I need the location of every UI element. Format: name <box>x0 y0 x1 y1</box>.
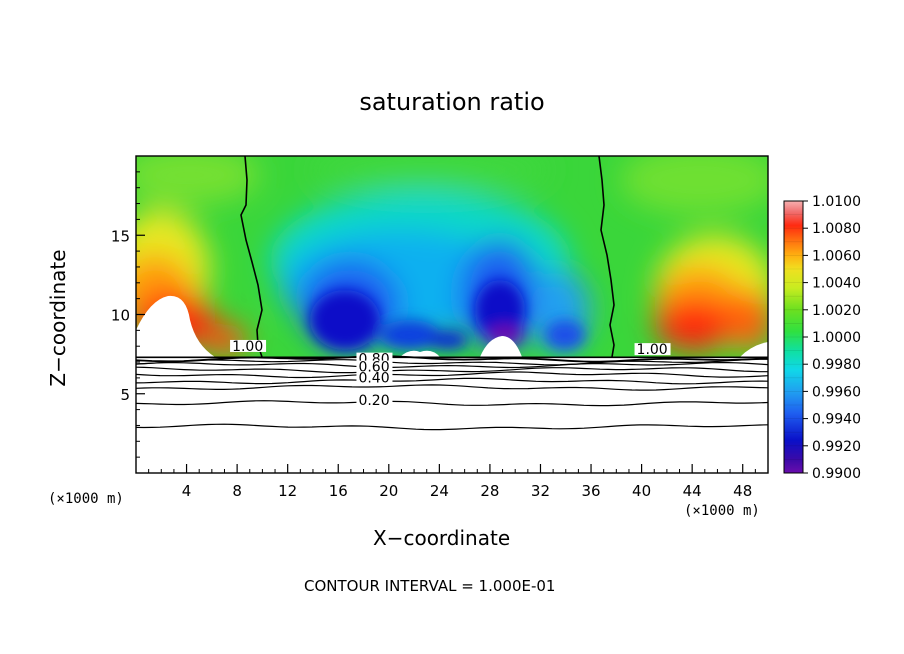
x-unit-label-right: (×1000 m) <box>684 503 760 519</box>
contour-line <box>135 366 768 374</box>
x-unit-label-left: (×1000 m) <box>48 491 124 507</box>
x-tick-label: 32 <box>531 482 550 500</box>
colorbar-label: 1.0100 <box>812 194 861 210</box>
contour-line <box>135 358 768 366</box>
saturation-field <box>136 156 768 357</box>
contour-label: 1.00 <box>637 342 668 358</box>
contour-labels: 1.00 1.000.800.600.400.20 <box>230 339 671 409</box>
contour-label-bg <box>356 371 393 384</box>
contour-label-bg <box>356 393 393 406</box>
contour-line <box>135 362 769 369</box>
contour-line <box>135 371 769 379</box>
x-tick-label: 8 <box>232 482 242 500</box>
x-tick-label: 48 <box>733 482 752 500</box>
x-tick-label: 44 <box>683 482 702 500</box>
x-tick-label: 24 <box>430 482 449 500</box>
contour-label-bg <box>230 339 267 352</box>
colorbar-label: 0.9900 <box>812 466 861 482</box>
y-tick-label: 5 <box>120 386 130 404</box>
x-ticks: 4 8 12 16 20 24 28 32 36 40 44 48 <box>148 464 756 500</box>
contour-line <box>135 400 769 407</box>
lower-contours <box>135 355 769 431</box>
x-tick-label: 20 <box>379 482 398 500</box>
colorbar-ticks: 1.0100 1.0080 1.0060 1.0040 1.0020 1.0000 0.99… <box>784 194 861 482</box>
x-tick-label: 36 <box>581 482 600 500</box>
contour-label: 0.20 <box>358 393 389 409</box>
colorbar-label: 1.0060 <box>812 248 861 264</box>
y-tick-label: 15 <box>111 227 130 245</box>
contour-interval-note: CONTOUR INTERVAL = 1.000E-01 <box>304 577 556 595</box>
x-axis-label: X−coordinate <box>373 526 511 550</box>
contour-label: 0.40 <box>358 371 389 387</box>
contour-label-bg <box>634 343 671 356</box>
colorbar-label: 0.9940 <box>812 412 861 428</box>
x-tick-label: 16 <box>329 482 348 500</box>
contour-label: 0.60 <box>358 360 389 376</box>
contour-1-00-lines <box>240 155 615 358</box>
colorbar-label: 1.0000 <box>812 330 861 346</box>
contour-line <box>135 423 769 431</box>
contour-label: 1.00 <box>232 339 263 355</box>
chart-title: saturation ratio <box>359 88 545 116</box>
contour-line <box>135 384 769 391</box>
colorbar-label: 0.9960 <box>812 384 861 400</box>
y-tick-label: 10 <box>111 307 130 325</box>
x-tick-label: 12 <box>278 482 297 500</box>
x-tick-label: 28 <box>480 482 499 500</box>
x-tick-label: 40 <box>632 482 651 500</box>
colorbar-label: 1.0040 <box>812 276 861 292</box>
contour-line <box>135 377 769 385</box>
colorbar-label: 1.0080 <box>812 221 861 237</box>
y-ticks: 5 10 15 <box>111 171 145 458</box>
contour-label-bg <box>356 360 393 373</box>
colorbar-label: 0.9980 <box>812 357 861 373</box>
colorbar-label: 1.0020 <box>812 303 861 319</box>
colorbar-label: 0.9920 <box>812 439 861 455</box>
colorbar: 1.0100 1.0080 1.0060 1.0040 1.0020 1.0000 0.99… <box>783 194 861 482</box>
x-tick-label: 4 <box>182 482 192 500</box>
